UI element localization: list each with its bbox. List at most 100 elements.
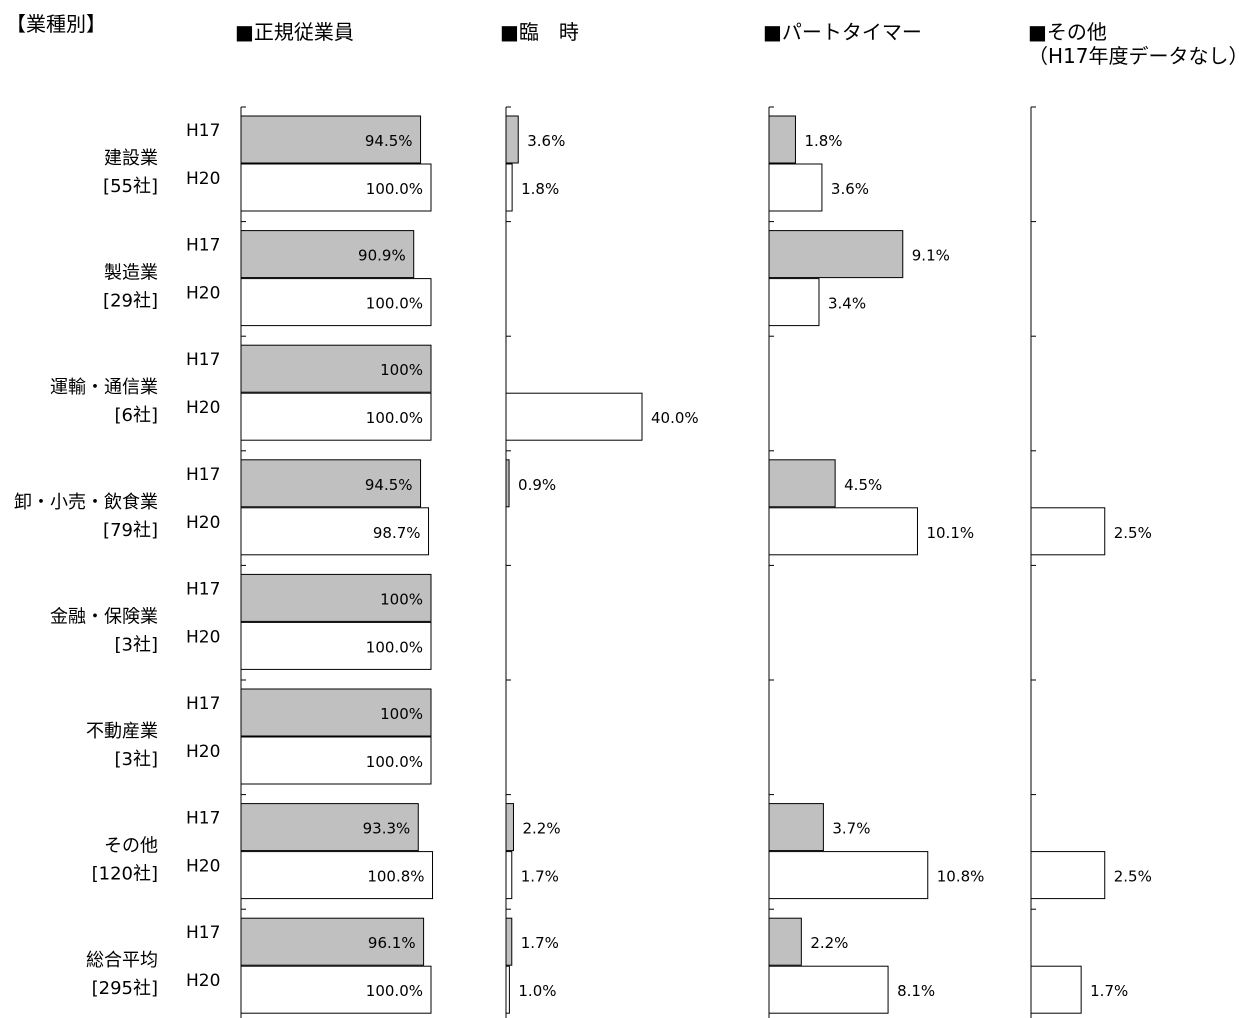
panel-title-other: ■その他 （H17年度データなし） (1028, 20, 1239, 68)
bar-value-label: 100.0% (366, 409, 423, 427)
bar-value-label: 1.8% (804, 132, 842, 150)
bar-value-label: 3.4% (828, 295, 866, 313)
year-label: H20 (186, 284, 220, 304)
bar-h20 (505, 965, 510, 1014)
bar-value-label: 100% (380, 705, 423, 723)
category-count-label: [3社] (115, 634, 159, 655)
bar-value-label: 1.0% (518, 982, 556, 1000)
bar-h20 (240, 392, 432, 441)
bar-h20 (240, 851, 434, 900)
panel-title-temporary-text: ■臨 時 (500, 20, 579, 44)
bar-value-label: 90.9% (358, 247, 406, 265)
bar-h20 (505, 851, 513, 900)
bar-h17 (240, 115, 422, 164)
panel-title-parttime: ■パートタイマー (763, 20, 922, 44)
bar-value-label: 100% (380, 590, 423, 608)
bar-h20 (240, 507, 430, 556)
bar-value-label: 100.0% (366, 295, 423, 313)
bar-h20 (240, 278, 432, 327)
bar-h17 (505, 917, 513, 966)
category-count-label: [120社] (92, 864, 158, 885)
bar-h20 (505, 163, 513, 212)
year-label: H20 (186, 857, 220, 877)
bar-value-label: 9.1% (912, 247, 950, 265)
bar-h20 (1030, 965, 1082, 1014)
category-label: 運輸・通信業 (50, 377, 158, 398)
bar-value-label: 2.2% (522, 820, 560, 838)
bar-h20 (768, 507, 918, 556)
bar-h20 (240, 163, 432, 212)
category-label: 総合平均 (86, 950, 158, 971)
bar-value-label: 100.0% (366, 180, 423, 198)
year-label: H17 (186, 923, 220, 943)
year-label: H20 (186, 398, 220, 418)
bar-value-label: 1.8% (521, 180, 559, 198)
bar-value-label: 100.0% (366, 638, 423, 656)
bar-h20 (1030, 851, 1106, 900)
year-label: H20 (186, 971, 220, 991)
panel-title-other-text: ■その他 (1028, 20, 1107, 44)
section-title: 【業種別】 (6, 12, 106, 36)
bar-h17 (768, 115, 796, 164)
bar-h17 (768, 459, 836, 508)
bar-value-label: 94.5% (365, 132, 413, 150)
bar-value-label: 2.5% (1114, 868, 1152, 886)
bar-value-label: 4.5% (844, 476, 882, 494)
category-label: 建設業 (104, 148, 158, 169)
bar-h17 (240, 917, 425, 966)
bar-value-label: 93.3% (363, 820, 411, 838)
year-label: H17 (186, 465, 220, 485)
bar-value-label: 40.0% (651, 409, 699, 427)
panel-title-parttime-text: ■パートタイマー (763, 20, 922, 44)
year-label: H17 (186, 236, 220, 256)
category-count-label: [6社] (115, 405, 159, 426)
bar-value-label: 3.6% (527, 132, 565, 150)
year-label: H20 (186, 513, 220, 533)
bar-h17 (240, 573, 432, 622)
bar-value-label: 1.7% (1090, 982, 1128, 1000)
bar-h20 (505, 392, 643, 441)
bar-h20 (768, 851, 929, 900)
bar-value-label: 98.7% (373, 524, 421, 542)
category-count-label: [3社] (115, 749, 159, 770)
bar-h17 (768, 803, 824, 852)
bar-value-label: 100.0% (366, 753, 423, 771)
bar-h17 (768, 917, 802, 966)
bar-h20 (240, 621, 432, 670)
bar-h20 (768, 278, 820, 327)
bar-h17 (240, 803, 419, 852)
year-label: H20 (186, 742, 220, 762)
panel-title-temporary: ■臨 時 (500, 20, 579, 44)
bar-h17 (240, 230, 415, 279)
bar-h20 (240, 965, 432, 1014)
bar-h20 (768, 163, 823, 212)
bar-h17 (240, 344, 432, 393)
bar-h20 (240, 736, 432, 785)
category-count-label: [55社] (103, 176, 158, 197)
category-label: 金融・保険業 (50, 606, 158, 627)
bar-value-label: 3.6% (831, 180, 869, 198)
bar-h17 (505, 115, 519, 164)
bar-value-label: 1.7% (521, 868, 559, 886)
category-count-label: [29社] (103, 291, 158, 312)
bar-h20 (768, 965, 889, 1014)
bar-value-label: 2.5% (1114, 524, 1152, 542)
bar-value-label: 100.0% (366, 982, 423, 1000)
year-label: H17 (186, 694, 220, 714)
category-label: 製造業 (104, 263, 158, 284)
panel-subtitle-other: （H17年度データなし） (1028, 44, 1239, 68)
bar-value-label: 1.7% (521, 934, 559, 952)
year-label: H17 (186, 121, 220, 141)
year-label: H17 (186, 809, 220, 829)
category-label: 不動産業 (86, 721, 158, 742)
category-count-label: [79社] (103, 520, 158, 541)
category-label: 卸・小売・飲食業 (14, 492, 158, 513)
year-label: H20 (186, 627, 220, 647)
category-count-label: [295社] (92, 978, 158, 999)
bar-value-label: 100% (380, 361, 423, 379)
bar-value-label: 96.1% (368, 934, 416, 952)
year-label: H17 (186, 579, 220, 599)
bar-value-label: 94.5% (365, 476, 413, 494)
panel-title-regular-text: ■正規従業員 (235, 20, 354, 44)
